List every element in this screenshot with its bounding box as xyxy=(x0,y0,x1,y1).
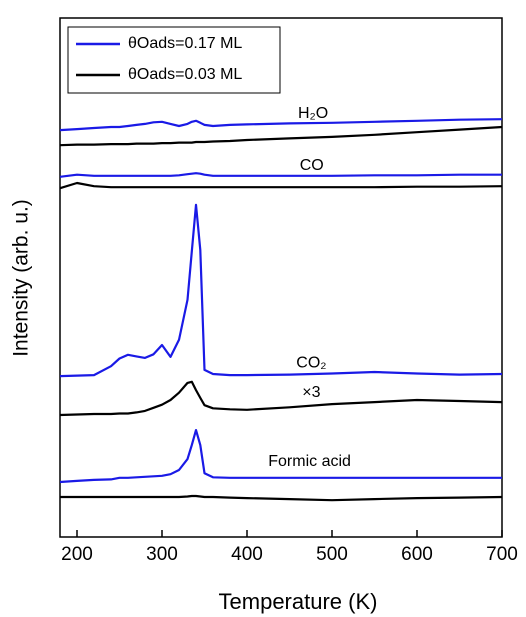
legend-box xyxy=(67,26,281,94)
x-tick-label: 300 xyxy=(146,544,178,565)
series-line xyxy=(59,203,503,378)
series-line xyxy=(59,118,503,132)
series-line xyxy=(59,172,502,178)
y-axis-label: Intensity (arb. u.) xyxy=(10,199,33,357)
series-line xyxy=(59,380,503,417)
x-tick-label: 500 xyxy=(316,544,348,565)
x-tick-label: 400 xyxy=(231,544,263,565)
series-line xyxy=(59,125,503,147)
annotation: Formic acid xyxy=(268,453,351,470)
legend-label: θOads=0.03 ML xyxy=(128,66,242,83)
plot-frame xyxy=(59,17,503,538)
annotation: ×3 xyxy=(302,384,320,401)
x-tick-label: 700 xyxy=(486,544,518,565)
annotation: H₂O xyxy=(298,105,328,122)
series-line xyxy=(59,181,503,190)
series-line xyxy=(60,494,503,502)
x-axis-label: Temperature (K) xyxy=(219,589,378,614)
annotation: CO₂ xyxy=(296,354,326,371)
x-tick-label: 200 xyxy=(61,544,93,565)
annotation: CO xyxy=(300,157,324,174)
series-line xyxy=(59,429,502,484)
x-tick-label: 600 xyxy=(401,544,433,565)
legend-label: θOads=0.17 ML xyxy=(128,35,242,52)
